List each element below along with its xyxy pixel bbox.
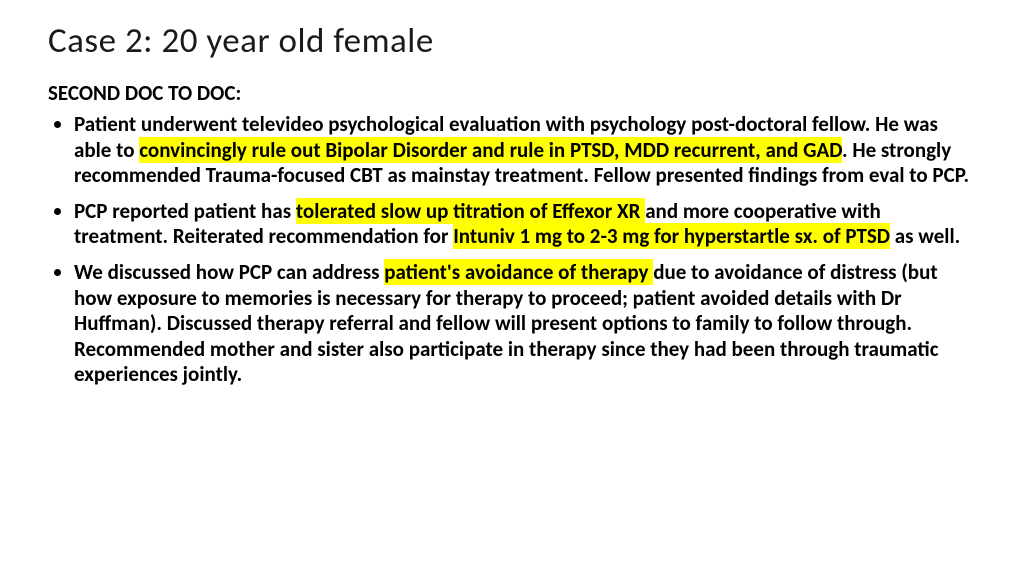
highlighted-text: tolerated slow up titration of Effexor X… [296, 198, 645, 224]
body-text: PCP reported patient has [74, 198, 296, 224]
body-text: We discussed how PCP can address [74, 259, 384, 285]
bullet-item: PCP reported patient has tolerated slow … [74, 199, 976, 250]
highlighted-text: convincingly rule out Bipolar Disorder a… [139, 137, 842, 163]
slide: Case 2: 20 year old female SECOND DOC TO… [0, 0, 1024, 576]
bullet-item: Patient underwent televideo psychologica… [74, 112, 976, 189]
slide-title: Case 2: 20 year old female [48, 20, 976, 62]
section-subhead: SECOND DOC TO DOC: [48, 80, 976, 106]
bullet-item: We discussed how PCP can address patient… [74, 260, 976, 388]
body-text: as well. [890, 223, 960, 249]
highlighted-text: Intuniv 1 mg to 2-3 mg for hyperstartle … [453, 223, 890, 249]
highlighted-text: patient's avoidance of therapy [384, 259, 653, 285]
bullet-list: Patient underwent televideo psychologica… [48, 112, 976, 388]
